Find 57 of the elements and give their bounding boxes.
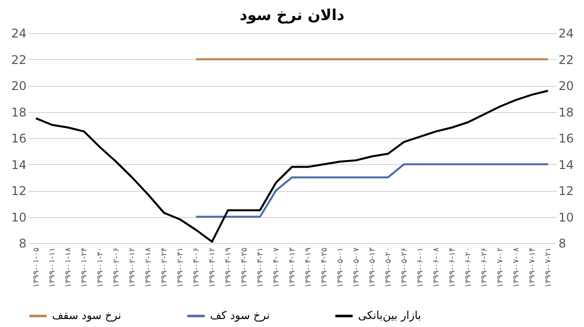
y-tick-label: 20 — [11, 79, 26, 93]
x-tick-label: ۱۳۹۹-۰۷-۰۲ — [496, 248, 504, 288]
chart-title: دالان نرخ سود — [240, 6, 345, 24]
line-series — [35, 90, 549, 243]
y-tick-label: 14 — [11, 158, 26, 172]
x-tick-label: ۱۳۹۹-۰۲-۱۲ — [128, 248, 136, 288]
x-tick-label: ۱۳۹۹-۰۱-۰۵ — [32, 248, 40, 288]
x-tick-label: ۱۳۹۹-۰۵-۲۰ — [384, 248, 392, 288]
x-tick-label: ۱۳۹۹-۰۴-۰۷ — [272, 246, 280, 288]
x-tick-label: ۱۳۹۹-۰۳-۰۶ — [192, 248, 200, 288]
x-tick-label: ۱۳۹۹-۰۲-۰۶ — [112, 248, 120, 288]
x-tick-label: ۱۳۹۹-۰۱-۱۸ — [64, 246, 72, 288]
y2-tick-label: 8 — [558, 236, 566, 250]
x-tick-label: ۱۳۹۹-۰۶-۲۰ — [464, 248, 472, 288]
y-tick-label: 8 — [18, 236, 26, 250]
x-tick-label: ۱۳۹۹-۰۱-۱۱ — [48, 248, 56, 288]
x-tick-label: ۱۳۹۹-۰۲-۱۸ — [144, 246, 152, 288]
legend-label: نرخ سود کف — [210, 309, 270, 322]
x-tick-label: ۱۳۹۹-۰۳-۲۵ — [240, 248, 248, 288]
x-tick-label: ۱۳۹۹-۰۵-۱۳ — [368, 246, 376, 288]
x-tick-label: ۱۳۹۹-۰۴-۲۵ — [320, 248, 328, 288]
x-tick-label: ۱۳۹۹-۰۳-۱۹ — [224, 248, 232, 288]
x-tick-label: ۱۳۹۹-۰۱-۳۰ — [96, 248, 104, 288]
y2-tick-label: 20 — [558, 79, 574, 93]
x-tick-label: ۱۳۹۹-۰۵-۰۱ — [336, 248, 344, 288]
y2-tick-label: 14 — [558, 158, 574, 172]
x-tick-label: ۱۳۹۹-۰۷-۲۱ — [544, 248, 552, 288]
y-tick-label: 18 — [11, 105, 26, 120]
x-tick-label: ۱۳۹۹-۰۷-۱۴ — [528, 248, 536, 288]
x-tick-label: ۱۳۹۹-۰۷-۰۸ — [512, 246, 520, 288]
y2-tick-label: 12 — [558, 184, 574, 198]
x-tick-label: ۱۳۹۹-۰۱-۲۴ — [80, 248, 88, 288]
y2-tick-label: 18 — [558, 105, 574, 120]
y2-tick-label: 10 — [558, 210, 574, 224]
line-series — [195, 163, 549, 218]
y2-tick-label: 22 — [558, 52, 574, 67]
y-tick-label: 12 — [11, 184, 26, 198]
x-tick-label: ۱۳۹۹-۰۲-۲۴ — [160, 248, 168, 288]
x-tick-label: ۱۳۹۹-۰۶-۱۴ — [448, 248, 456, 288]
y-tick-label: 16 — [11, 132, 26, 146]
x-tick-label: ۱۳۹۹-۰۲-۳۱ — [176, 248, 184, 288]
x-tick-label: ۱۳۹۹-۰۳-۱۲ — [208, 248, 216, 288]
x-tick-label: ۱۳۹۹-۰۶-۲۶ — [480, 248, 488, 288]
x-tick-label: ۱۳۹۹-۰۶-۰۱ — [416, 248, 424, 288]
x-tick-label: ۱۳۹۹-۰۵-۲۶ — [400, 248, 408, 288]
x-tick-label: ۱۳۹۹-۰۳-۳۱ — [256, 248, 264, 288]
y2-tick-label: 24 — [558, 26, 574, 40]
x-tick-label: ۱۳۹۹-۰۴-۱۹ — [304, 248, 312, 288]
y2-tick-label: 16 — [558, 132, 574, 146]
y-tick-label: 24 — [11, 26, 26, 40]
legend-label: بازار بین‌بانکی — [358, 309, 422, 322]
y-tick-label: 22 — [11, 52, 26, 67]
legend-label: نرخ سود سقف — [52, 309, 122, 322]
y-tick-label: 10 — [11, 210, 26, 224]
x-tick-label: ۱۳۹۹-۰۵-۰۷ — [352, 246, 360, 288]
x-tick-label: ۱۳۹۹-۰۶-۰۸ — [432, 246, 440, 288]
x-tick-label: ۱۳۹۹-۰۴-۱۳ — [288, 246, 296, 288]
